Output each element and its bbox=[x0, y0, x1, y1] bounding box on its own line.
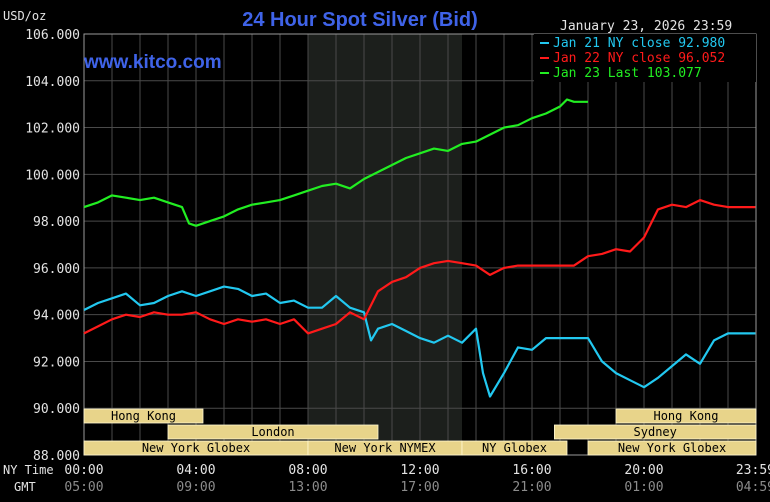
session-label-0: Hong Kong bbox=[111, 409, 176, 423]
series-line-0 bbox=[83, 285, 756, 398]
y-tick-label-2: 102.000 bbox=[25, 122, 80, 137]
x-tick-label-gmt-5: 01:00 bbox=[624, 480, 663, 495]
x-tick-label-ny-3: 12:00 bbox=[400, 463, 439, 478]
nymex-shade-rect bbox=[308, 34, 462, 455]
y-tick-label-5: 96.000 bbox=[33, 262, 80, 277]
chart-series-group bbox=[83, 98, 756, 398]
session-label-5: New York NYMEX bbox=[334, 441, 436, 455]
session-label-1: Hong Kong bbox=[653, 409, 718, 423]
session-bar-2 bbox=[167, 424, 379, 440]
y-tick-label-4: 98.000 bbox=[33, 215, 80, 230]
x-tick-label-ny-6: 23:59 bbox=[736, 463, 770, 478]
market-sessions: Hong Kong Hong Kong London Sydney New York G… bbox=[83, 408, 757, 456]
x-tick-label-gmt-1: 09:00 bbox=[176, 480, 215, 495]
x-tick-label-gmt-0: 05:00 bbox=[64, 480, 103, 495]
legend-entry-1: Jan 22 NY close 96.052 bbox=[553, 51, 725, 66]
session-label-7: New York Globex bbox=[618, 441, 726, 455]
y-axis-unit: USD/oz bbox=[3, 9, 46, 23]
session-label-3: Sydney bbox=[634, 425, 677, 439]
session-bar-6 bbox=[461, 440, 568, 456]
ny-time-row-label: NY Time bbox=[3, 463, 54, 477]
session-bar-0 bbox=[83, 408, 204, 424]
y-tick-label-0: 106.000 bbox=[25, 28, 80, 43]
y-tick-label-3: 100.000 bbox=[25, 168, 80, 183]
y-tick-label-1: 104.000 bbox=[25, 75, 80, 90]
y-axis: 106.000 104.000 102.000 100.000 98.000 96.000… bbox=[25, 28, 80, 464]
x-tick-label-gmt-2: 13:00 bbox=[288, 480, 327, 495]
x-tick-label-ny-1: 04:00 bbox=[176, 463, 215, 478]
session-label-6: NY Globex bbox=[482, 441, 547, 455]
session-label-2: London bbox=[251, 425, 294, 439]
y-tick-label-9: 88.000 bbox=[33, 449, 80, 464]
x-axis: 00:00 05:00 04:00 09:00 08:00 13:00 12:00 17:00… bbox=[64, 463, 770, 495]
session-label-4: New York Globex bbox=[142, 441, 250, 455]
session-bar-3 bbox=[554, 424, 757, 440]
y-tick-label-6: 94.000 bbox=[33, 309, 80, 324]
x-tick-label-gmt-6: 04:59 bbox=[736, 480, 770, 495]
session-bar-1 bbox=[615, 408, 757, 424]
legend-entry-0: Jan 21 NY close 92.980 bbox=[553, 36, 725, 51]
chart-grid bbox=[83, 33, 757, 456]
nymex-session-shade bbox=[308, 34, 462, 455]
session-bar-7 bbox=[587, 440, 757, 456]
series-line-1 bbox=[83, 199, 756, 335]
y-tick-label-7: 92.000 bbox=[33, 355, 80, 370]
chart-title: 24 Hour Spot Silver (Bid) bbox=[242, 9, 478, 31]
date-label: January 23, 2026 23:59 bbox=[560, 19, 732, 34]
x-tick-label-gmt-3: 17:00 bbox=[400, 480, 439, 495]
x-tick-label-ny-0: 00:00 bbox=[64, 463, 103, 478]
kitco-watermark: www.kitco.com bbox=[83, 52, 222, 73]
series-line-2 bbox=[83, 98, 588, 227]
x-tick-label-ny-5: 20:00 bbox=[624, 463, 663, 478]
x-tick-label-ny-4: 16:00 bbox=[512, 463, 551, 478]
legend-entry-2: Jan 23 Last 103.077 bbox=[553, 66, 702, 81]
x-tick-label-gmt-4: 21:00 bbox=[512, 480, 551, 495]
gmt-row-label: GMT bbox=[14, 480, 36, 494]
legend-box bbox=[534, 34, 756, 82]
y-tick-label-8: 90.000 bbox=[33, 402, 80, 417]
x-tick-label-ny-2: 08:00 bbox=[288, 463, 327, 478]
